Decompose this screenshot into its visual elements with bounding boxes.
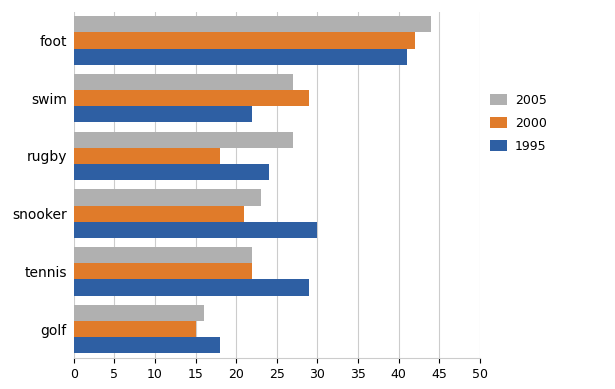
Bar bbox=[74, 49, 407, 65]
Bar bbox=[74, 305, 204, 321]
Bar bbox=[74, 106, 252, 123]
Bar bbox=[74, 90, 309, 106]
Legend: 2005, 2000, 1995: 2005, 2000, 1995 bbox=[490, 94, 547, 153]
Bar bbox=[74, 205, 244, 222]
Bar bbox=[74, 247, 252, 263]
Bar bbox=[74, 148, 220, 164]
Bar bbox=[74, 16, 431, 32]
Bar bbox=[74, 189, 261, 205]
Bar bbox=[74, 321, 196, 337]
Bar bbox=[74, 74, 293, 90]
Bar bbox=[74, 222, 317, 238]
Bar bbox=[74, 164, 269, 180]
Bar bbox=[74, 32, 415, 49]
Bar bbox=[74, 263, 252, 279]
Bar bbox=[74, 279, 309, 296]
Bar bbox=[74, 132, 293, 148]
Bar bbox=[74, 337, 220, 353]
